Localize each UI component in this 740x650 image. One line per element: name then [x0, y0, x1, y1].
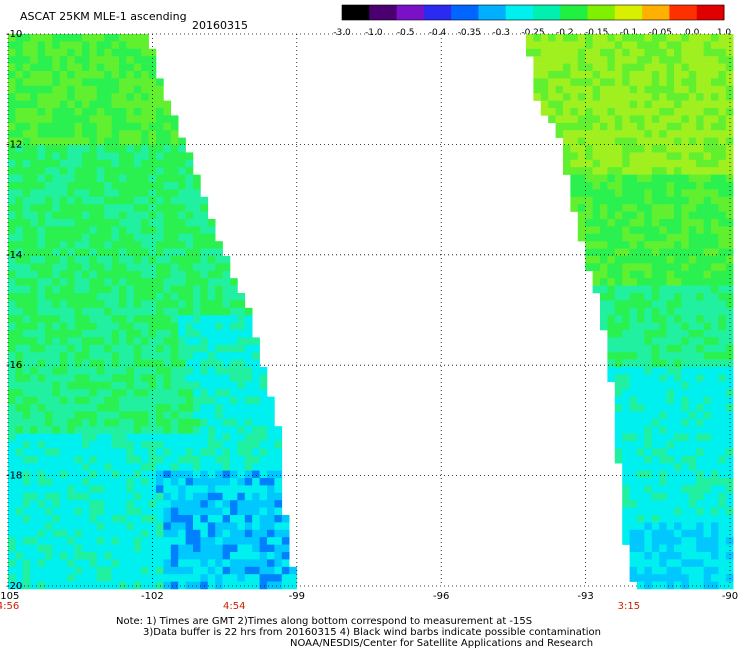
colorbar-tick-label: -0.2	[556, 28, 574, 38]
colorbar-tick-label: -3.0	[333, 28, 351, 38]
wind-field	[8, 34, 734, 590]
colorbar-swatch	[642, 5, 670, 20]
lon-label: -102	[141, 591, 164, 602]
colorbar-tick-label: -0.5	[397, 28, 415, 38]
time-label: 4:56	[0, 601, 19, 612]
colorbar-swatch	[614, 5, 643, 20]
colorbar-swatch	[505, 5, 534, 20]
colorbar-swatch	[533, 5, 561, 20]
colorbar-tick-label: -0.4	[429, 28, 447, 38]
colorbar-swatch	[560, 5, 589, 20]
colorbar-swatch	[396, 5, 425, 20]
note-line-3: NOAA/NESDIS/Center for Satellite Applica…	[290, 638, 594, 649]
colorbar-tick-label: -0.35	[458, 28, 481, 38]
lat-label: -20	[6, 581, 22, 592]
colorbar-swatch	[451, 5, 479, 20]
lon-label: -90	[722, 591, 738, 602]
colorbar-tick-label: -1.0	[365, 28, 383, 38]
lat-label: -10	[6, 29, 22, 40]
lat-label: -14	[6, 250, 22, 261]
note-line-1: Note: 1) Times are GMT 2)Times along bot…	[116, 616, 533, 627]
colorbar-swatch	[342, 5, 370, 20]
colorbar-tick-label: -0.1	[620, 28, 638, 38]
lat-label: -16	[6, 360, 22, 371]
lat-lon-grid	[7, 33, 731, 587]
time-label: 3:15	[618, 601, 640, 612]
map-title: ASCAT 25KM MLE-1 ascending	[20, 10, 187, 23]
colorbar-tick-label: 1.0	[717, 28, 732, 38]
wind-map: -10 -12 -14 -16 -18 -20-105 -102 -99 -96 -93 -90 4:…	[0, 29, 738, 612]
lat-label: -18	[6, 471, 22, 482]
colorbar-tick-label: 0.0	[685, 28, 700, 38]
colorbar-tick-label: -0.15	[585, 28, 608, 38]
colorbar-swatch	[478, 5, 507, 20]
colorbar: -3.0 -1.0 -0.5 -0.4 -0.35 -0.3 -0.25 -0.2 -0.15 -…	[333, 4, 732, 38]
lon-label: -105	[0, 591, 19, 602]
map-date: 20160315	[192, 19, 248, 32]
colorbar-tick-label: -0.25	[521, 28, 544, 38]
lat-label: -12	[6, 139, 22, 150]
colorbar-swatch	[369, 5, 398, 20]
colorbar-swatch	[587, 5, 616, 20]
note-line-2: 3)Data buffer is 22 hrs from 20160315 4)…	[143, 627, 601, 638]
lon-label: -96	[433, 591, 449, 602]
time-label: 4:54	[223, 601, 245, 612]
lon-label: -93	[577, 591, 593, 602]
colorbar-tick-label: -0.3	[492, 28, 510, 38]
colorbar-swatch	[669, 5, 698, 20]
lon-label: -99	[289, 591, 305, 602]
colorbar-swatch	[696, 5, 725, 20]
colorbar-tick-label: -0.05	[649, 28, 672, 38]
colorbar-swatch	[423, 5, 452, 20]
